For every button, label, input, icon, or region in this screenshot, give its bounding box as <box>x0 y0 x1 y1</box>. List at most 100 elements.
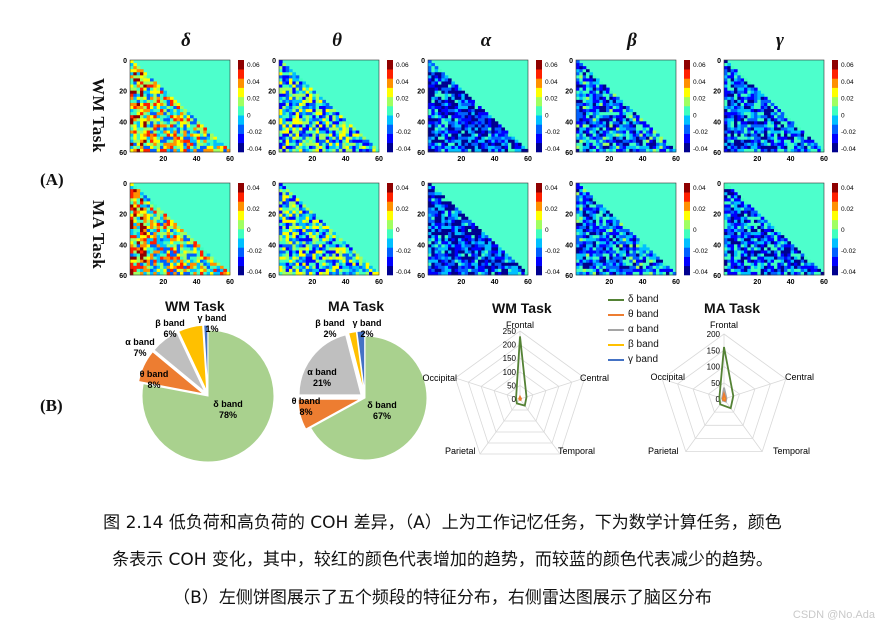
colorbar-tick: 0 <box>693 227 697 234</box>
y-tick: 60 <box>268 150 276 157</box>
legend-swatch <box>608 313 624 316</box>
heatmap-wm-4: 0 20 40 60 20 40 60 0.06 0.04 0.02 0 -0.02 -0.04 <box>713 58 856 163</box>
y-tick: 0 <box>717 181 721 188</box>
y-tick: 20 <box>119 89 127 96</box>
pie-label-name: θ band <box>292 396 321 406</box>
y-tick: 0 <box>421 181 425 188</box>
y-tick: 40 <box>713 242 721 249</box>
pie-slice-3 <box>348 331 365 394</box>
x-tick: 40 <box>342 156 350 163</box>
x-tick: 40 <box>193 156 201 163</box>
band-title-beta: β <box>627 30 637 51</box>
x-tick: 60 <box>672 156 680 163</box>
pie-label-value: 2% <box>323 329 336 339</box>
y-tick: 40 <box>417 119 425 126</box>
pie-label-name: β band <box>315 318 345 328</box>
pie-label-value: 2% <box>360 329 373 339</box>
radar-series <box>518 394 522 401</box>
colorbar-tick: -0.02 <box>841 129 856 136</box>
colorbar-tick: 0 <box>396 112 400 119</box>
caption-line-3: （B）左侧饼图展示了五个频段的特征分布，右侧雷达图展示了脑区分布 <box>173 588 712 608</box>
y-tick: 20 <box>713 89 721 96</box>
radar-axis-label: Central <box>785 372 814 382</box>
pie-label-name: γ band <box>352 318 381 328</box>
pie-label-value: 21% <box>313 378 331 388</box>
pie-slice-0 <box>309 335 428 461</box>
pie-label-name: δ band <box>213 399 242 409</box>
y-tick: 60 <box>119 273 127 280</box>
colorbar-tick: 0.06 <box>693 62 706 69</box>
colorbar-tick: 0 <box>841 227 845 234</box>
pie-slice-4 <box>356 330 366 394</box>
colorbar-tick: 0 <box>545 112 549 119</box>
x-tick: 60 <box>226 279 234 286</box>
legend-item: δ band <box>608 292 688 307</box>
row-label-ma: MA Task <box>89 200 108 270</box>
y-tick: 20 <box>119 212 127 219</box>
colorbar-tick: 0.04 <box>396 185 409 192</box>
radar-tick: 200 <box>503 341 517 350</box>
colorbar-tick: 0.02 <box>693 96 706 103</box>
colorbar-tick: 0.04 <box>841 79 854 86</box>
legend-swatch <box>608 343 624 346</box>
pie-slice-1 <box>138 351 204 395</box>
pie-label-value: 8% <box>299 407 312 417</box>
y-tick: 60 <box>713 273 721 280</box>
colorbar-tick: -0.02 <box>247 248 262 255</box>
colorbar-tick: -0.04 <box>841 146 856 153</box>
band-legend: δ band θ band α band β band γ band <box>608 292 688 367</box>
x-tick: 60 <box>375 279 383 286</box>
y-tick: 40 <box>268 242 276 249</box>
radar-wm-title: WM Task <box>492 300 552 316</box>
y-tick: 20 <box>713 212 721 219</box>
x-tick: 20 <box>753 156 761 163</box>
radar-tick: 200 <box>707 330 721 339</box>
radar-axis-label: Central <box>580 373 609 383</box>
x-tick: 40 <box>342 279 350 286</box>
y-tick: 0 <box>717 58 721 65</box>
legend-item: θ band <box>608 307 688 322</box>
pie-label-value: 7% <box>133 348 146 358</box>
x-tick: 20 <box>308 156 316 163</box>
x-tick: 20 <box>753 279 761 286</box>
heatmap-ma-2: 0 20 40 60 20 40 60 0.04 0.02 0 -0.02 -0.04 <box>417 181 560 286</box>
colorbar-tick: 0.02 <box>545 96 558 103</box>
heatmap-ma-3: 0 20 40 60 20 40 60 0.04 0.02 0 -0.02 -0.04 <box>565 181 708 286</box>
colorbar-tick: -0.04 <box>396 269 411 276</box>
colorbar-tick: -0.04 <box>693 269 708 276</box>
caption-line-1: 图 2.14 低负荷和高负荷的 COH 差异，（A）上为工作记忆任务，下为数学计… <box>103 513 782 533</box>
colorbar-tick: 0 <box>247 227 251 234</box>
pie-slice-0 <box>141 329 275 463</box>
pie-label-name: γ band <box>197 313 226 323</box>
watermark: CSDN @No.Ada <box>792 609 875 621</box>
colorbar-tick: -0.04 <box>693 146 708 153</box>
pie-label-value: 78% <box>219 410 237 420</box>
colorbar-tick: 0 <box>247 112 251 119</box>
x-tick: 20 <box>159 156 167 163</box>
colorbar-tick: 0.04 <box>396 79 409 86</box>
x-tick: 40 <box>787 279 795 286</box>
colorbar-tick: 0.02 <box>841 206 854 213</box>
radar-axis-label: Parietal <box>648 446 679 456</box>
x-tick: 60 <box>672 279 680 286</box>
legend-item: β band <box>608 337 688 352</box>
heatmap-wm-2: 0 20 40 60 20 40 60 0.06 0.04 0.02 0 -0.02 -0.04 <box>417 58 560 163</box>
colorbar-tick: -0.04 <box>396 146 411 153</box>
x-tick: 60 <box>524 156 532 163</box>
legend-item: γ band <box>608 352 688 367</box>
colorbar-tick: 0.04 <box>247 185 260 192</box>
y-tick: 20 <box>565 89 573 96</box>
legend-swatch <box>608 298 624 301</box>
heatmap-wm-1: 0 20 40 60 20 40 60 0.06 0.04 0.02 0 -0.02 -0.04 <box>268 58 411 163</box>
colorbar-tick: -0.02 <box>396 248 411 255</box>
pie-label-name: β band <box>155 318 185 328</box>
panel-label-a: (A) <box>40 170 64 189</box>
pie-slice-3 <box>177 324 208 392</box>
x-tick: 40 <box>491 156 499 163</box>
radar-series <box>721 391 727 402</box>
x-tick: 40 <box>491 279 499 286</box>
x-tick: 20 <box>605 156 613 163</box>
y-tick: 0 <box>569 181 573 188</box>
x-tick: 20 <box>159 279 167 286</box>
